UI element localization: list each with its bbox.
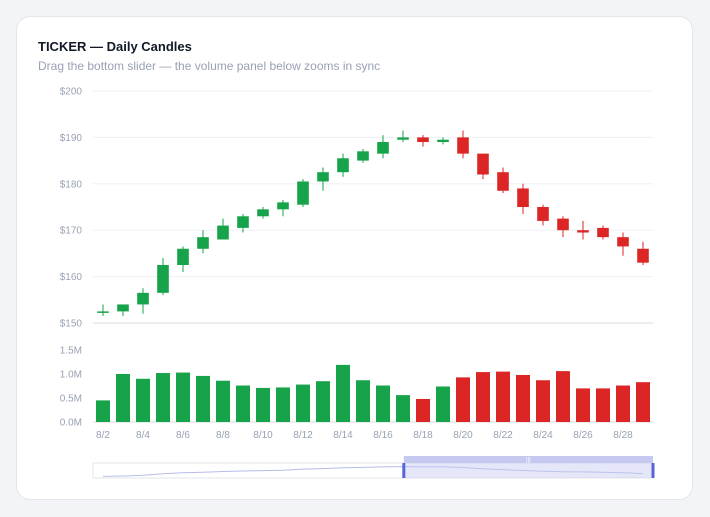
volume-bar: [156, 373, 170, 422]
volume-bar: [316, 381, 330, 422]
slider-right-handle[interactable]: [651, 463, 655, 478]
volume-bar: [336, 364, 350, 422]
candle-body: [197, 237, 209, 249]
volume-bar: [516, 374, 530, 422]
x-tick-label: 8/2: [96, 430, 110, 441]
candle-body: [417, 137, 429, 143]
candle-body: [137, 292, 149, 305]
volume-bar: [116, 374, 130, 422]
volume-bar: [96, 400, 110, 422]
volume-bar: [616, 385, 630, 422]
volume-tick-label: 0.5M: [60, 394, 82, 405]
volume-bar: [356, 380, 370, 422]
price-tick-label: $160: [60, 272, 83, 283]
volume-bar: [376, 385, 390, 422]
volume-bar: [436, 386, 450, 422]
volume-bar: [496, 371, 510, 422]
volume-bar: [176, 372, 190, 422]
volume-bar: [476, 372, 490, 422]
candle-body: [277, 202, 289, 210]
candle-body: [477, 153, 489, 175]
price-tick-label: $190: [60, 133, 83, 144]
x-tick-label: 8/20: [453, 430, 473, 441]
candle-body: [497, 172, 509, 191]
volume-bar: [196, 375, 210, 422]
candle-body: [157, 265, 169, 293]
slider-window[interactable]: [403, 463, 653, 478]
candle-body: [537, 207, 549, 221]
candle-body: [437, 139, 449, 143]
candle-body: [297, 181, 309, 205]
candle-body: [317, 172, 329, 182]
x-tick-label: 8/26: [573, 430, 593, 441]
volume-bar: [396, 395, 410, 422]
x-tick-label: 8/28: [613, 430, 633, 441]
price-tick-label: $200: [60, 87, 83, 98]
volume-bar: [236, 385, 250, 422]
candle-body: [117, 304, 129, 312]
volume-bar: [456, 377, 470, 422]
x-tick-label: 8/16: [373, 430, 393, 441]
candle-body: [517, 188, 529, 207]
chart-title: TICKER — Daily Candles: [38, 39, 192, 54]
x-tick-label: 8/6: [176, 430, 190, 441]
volume-bar: [536, 380, 550, 422]
x-tick-label: 8/24: [533, 430, 553, 441]
x-tick-label: 8/22: [493, 430, 513, 441]
x-tick-label: 8/8: [216, 430, 230, 441]
chart-subtitle: Drag the bottom slider — the volume pane…: [38, 59, 381, 73]
volume-bar: [556, 371, 570, 422]
x-tick-label: 8/10: [253, 430, 273, 441]
slider-drag-bar[interactable]: [403, 456, 653, 463]
x-tick-label: 8/4: [136, 430, 150, 441]
slider-mini-line: [102, 466, 644, 477]
price-tick-label: $180: [60, 179, 83, 190]
candle-body: [237, 216, 249, 228]
candle-body: [177, 248, 189, 265]
candle-body: [337, 158, 349, 173]
x-tick-label: 8/18: [413, 430, 433, 441]
price-tick-label: $150: [60, 319, 83, 330]
slider-grip-label: |||: [526, 458, 531, 464]
candle-body: [457, 137, 469, 154]
candle-body: [97, 311, 109, 313]
candle-body: [397, 137, 409, 140]
candle-body: [637, 248, 649, 263]
candle-body: [557, 218, 569, 231]
candle-body: [377, 142, 389, 154]
volume-tick-label: 1.5M: [60, 346, 82, 357]
volume-bar: [596, 388, 610, 422]
candle-body: [217, 225, 229, 240]
candle-body: [597, 227, 609, 238]
volume-tick-label: 0.0M: [60, 418, 82, 429]
volume-bar: [136, 378, 150, 422]
x-tick-label: 8/12: [293, 430, 313, 441]
volume-bar: [256, 387, 270, 422]
volume-bar: [636, 382, 650, 422]
volume-bar: [416, 398, 430, 422]
volume-bar: [276, 387, 290, 422]
price-tick-label: $170: [60, 226, 83, 237]
candle-body: [617, 237, 629, 247]
candle-body: [577, 230, 589, 233]
candle-body: [257, 209, 269, 217]
x-tick-label: 8/14: [333, 430, 353, 441]
volume-bar: [296, 384, 310, 422]
slider-left-handle[interactable]: [402, 463, 406, 478]
candle-body: [357, 151, 369, 161]
volume-tick-label: 1.0M: [60, 370, 82, 381]
volume-bar: [576, 388, 590, 422]
volume-bar: [216, 380, 230, 422]
